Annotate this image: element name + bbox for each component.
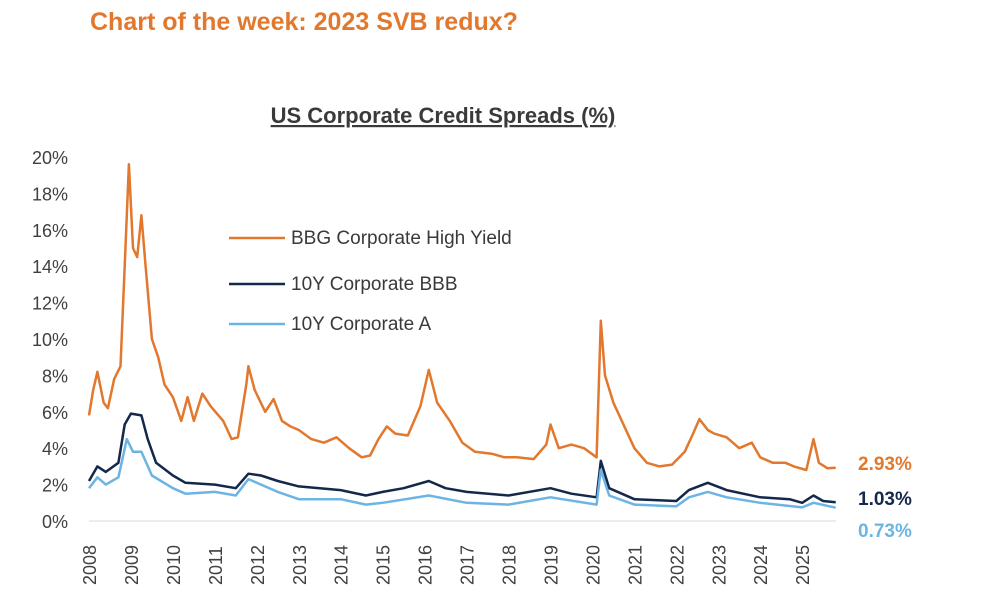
x-tick-label: 2021	[625, 545, 645, 585]
legend-label: 10Y Corporate A	[291, 314, 431, 335]
y-tick-label: 20%	[32, 148, 68, 168]
series-line-2	[88, 437, 836, 509]
x-tick-label: 2014	[332, 545, 352, 585]
x-tick-label: 2016	[416, 545, 436, 585]
series-line-1	[87, 412, 836, 505]
end-value-label: 2.93%	[858, 454, 912, 475]
y-tick-label: 12%	[32, 294, 68, 314]
legend-label: BBG Corporate High Yield	[291, 228, 512, 249]
end-value-label: 1.03%	[858, 489, 912, 510]
series-line-0	[87, 163, 836, 472]
x-tick-label: 2017	[458, 545, 478, 585]
y-tick-label: 18%	[32, 184, 68, 204]
x-tick-label: 2019	[541, 545, 561, 585]
y-tick-label: 10%	[32, 330, 68, 350]
x-tick-label: 2023	[709, 545, 729, 585]
chart-title: US Corporate Credit Spreads (%)	[271, 103, 616, 128]
x-tick-label: 2011	[206, 546, 226, 585]
end-value-label: 0.73%	[858, 521, 912, 542]
x-tick-label: 2022	[667, 545, 687, 585]
page-title: Chart of the week: 2023 SVB redux?	[90, 8, 518, 36]
x-tick-label: 2024	[751, 545, 771, 585]
y-tick-label: 16%	[32, 221, 68, 241]
y-tick-label: 0%	[42, 512, 68, 532]
y-tick-label: 4%	[42, 439, 68, 459]
y-tick-label: 2%	[42, 476, 68, 496]
legend-label: 10Y Corporate BBB	[291, 274, 458, 295]
x-tick-label: 2013	[290, 545, 310, 585]
x-tick-label: 2025	[793, 545, 813, 585]
y-tick-label: 14%	[32, 257, 68, 277]
y-tick-label: 6%	[42, 403, 68, 423]
x-tick-label: 2012	[248, 545, 268, 585]
y-tick-label: 8%	[42, 366, 68, 386]
x-tick-label: 2009	[122, 545, 142, 585]
x-tick-label: 2008	[80, 545, 100, 585]
x-tick-label: 2018	[500, 545, 520, 585]
x-tick-label: 2010	[164, 545, 184, 585]
x-tick-label: 2020	[583, 545, 603, 585]
x-tick-label: 2015	[374, 545, 394, 585]
